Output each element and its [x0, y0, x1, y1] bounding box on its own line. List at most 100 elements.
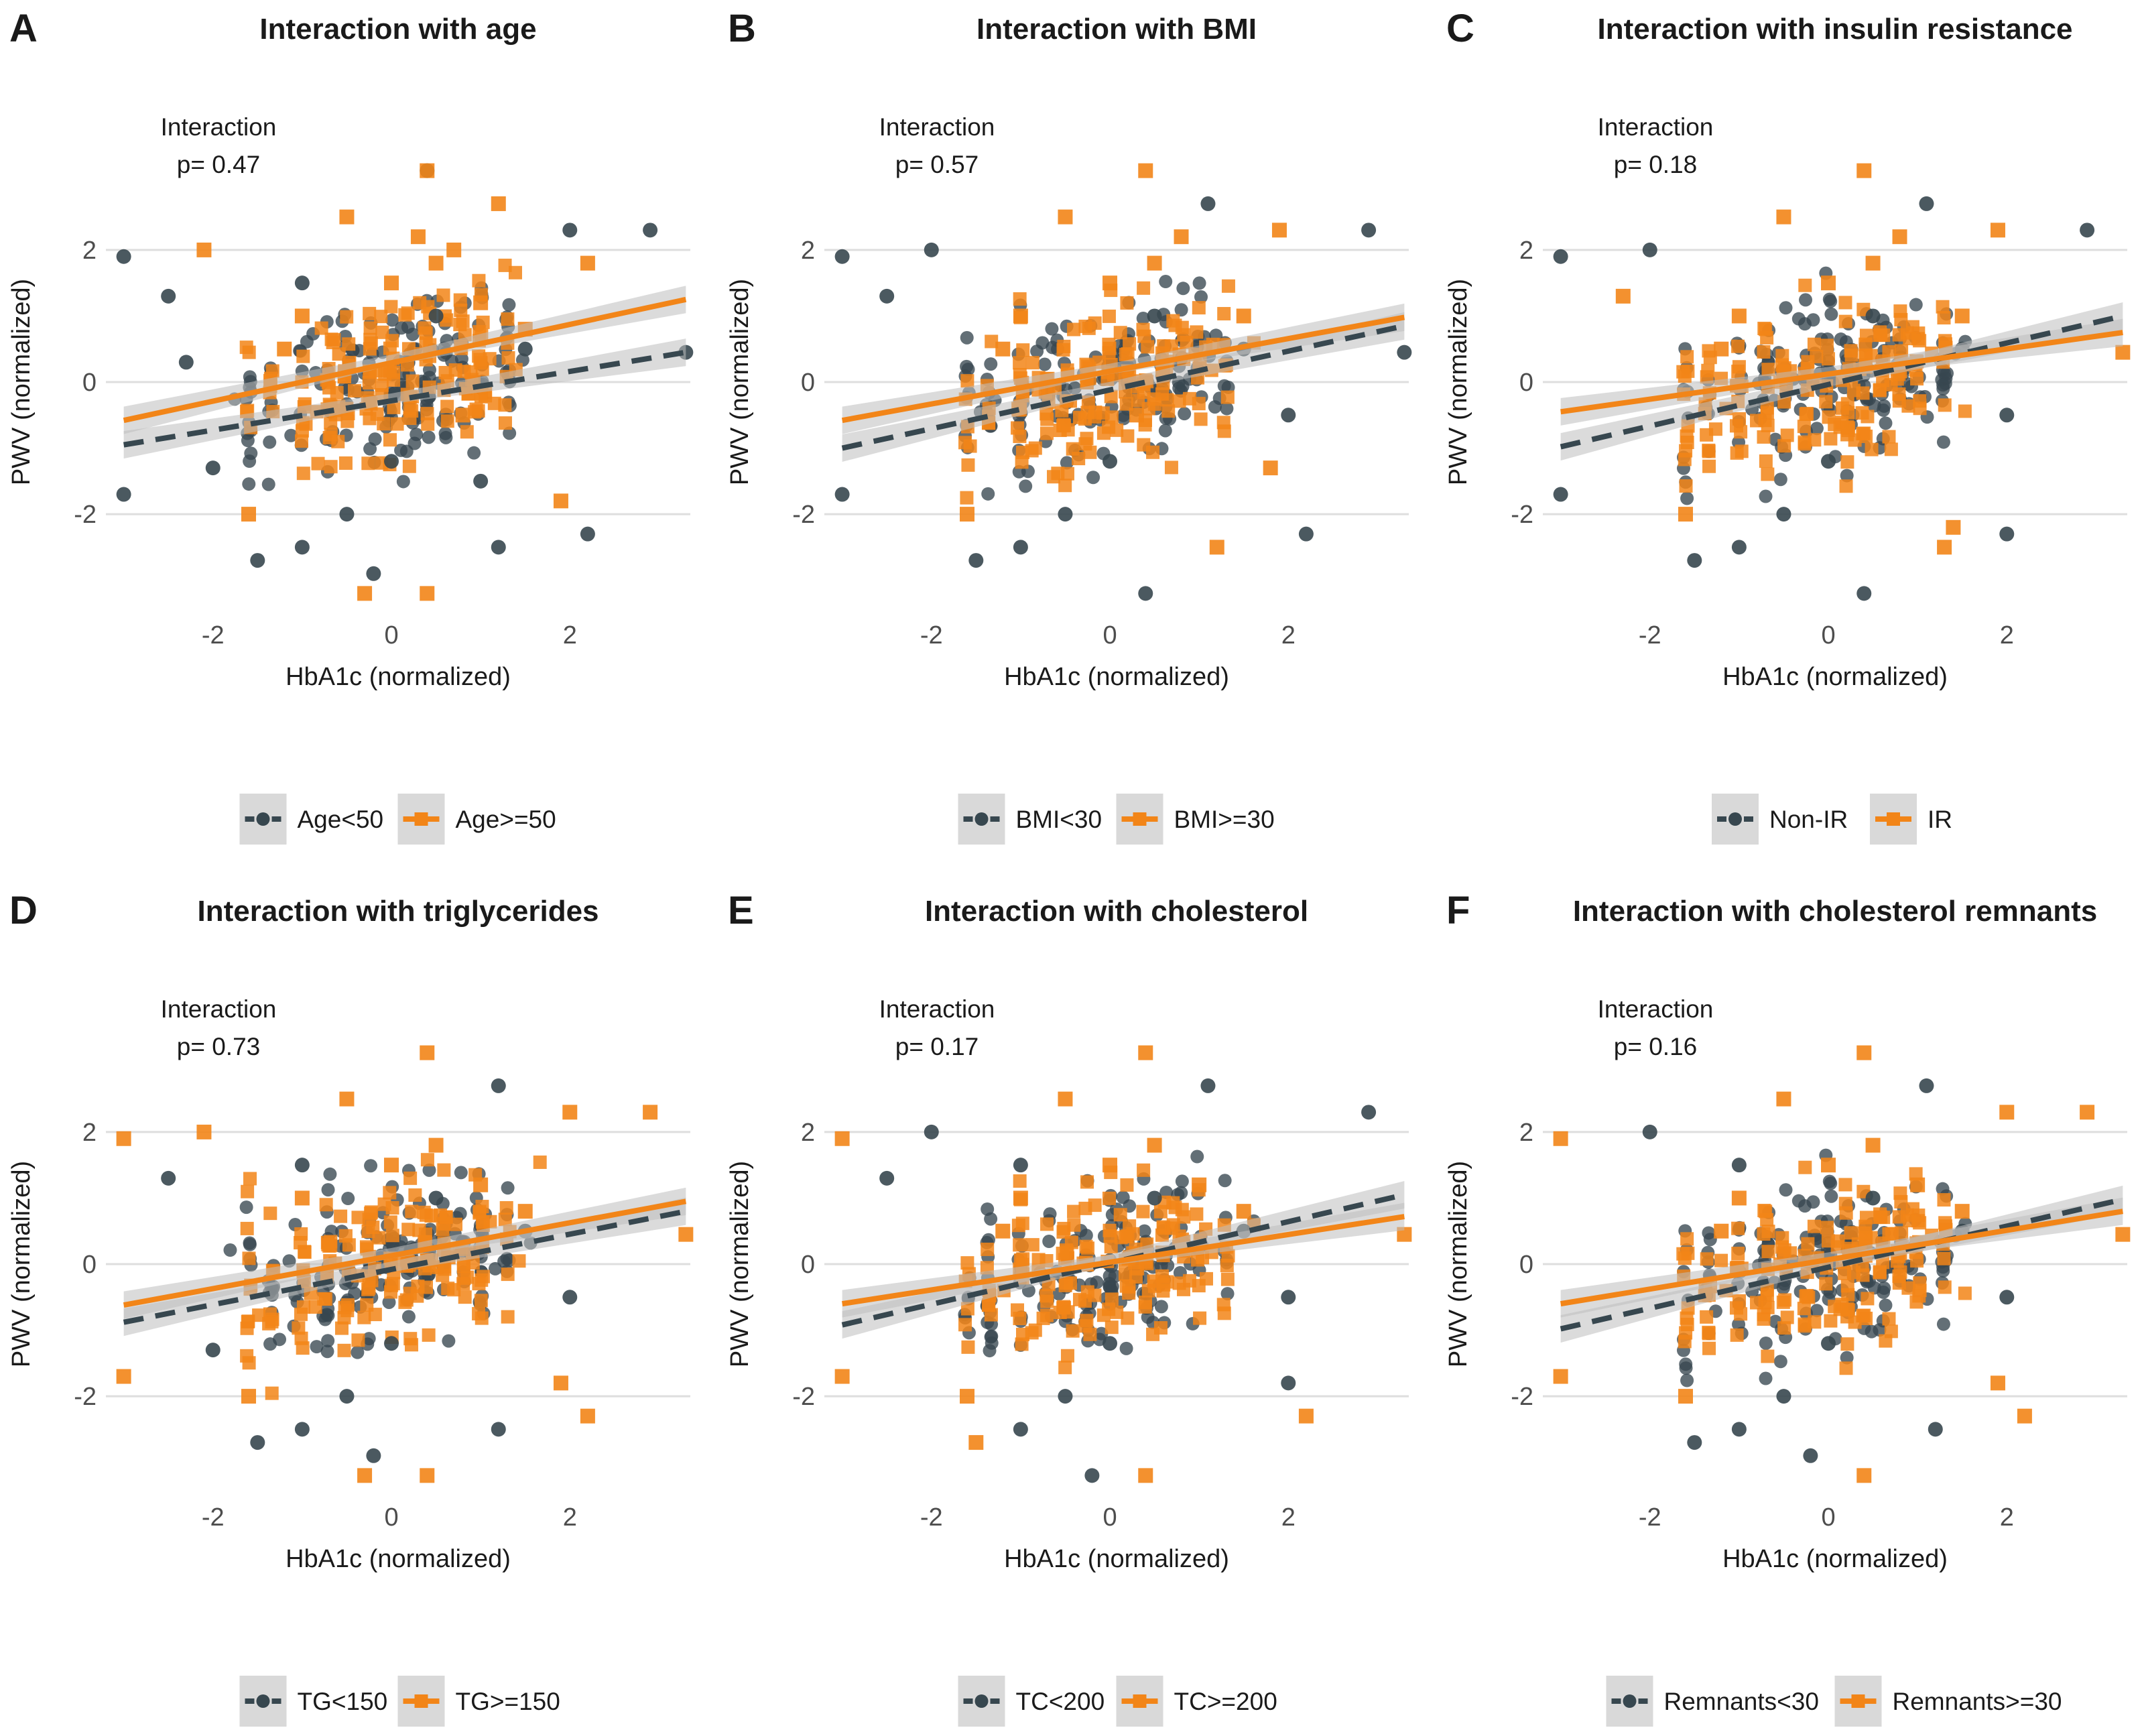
data-point	[1678, 507, 1694, 522]
data-point	[436, 288, 450, 302]
data-point	[1759, 1204, 1773, 1219]
y-tick-label: 0	[1519, 369, 1533, 397]
data-point	[1199, 1272, 1213, 1286]
data-point	[1958, 404, 1972, 418]
data-point	[1058, 479, 1072, 493]
data-point	[410, 229, 426, 245]
data-point	[1797, 1302, 1811, 1316]
data-point	[1865, 442, 1879, 456]
data-point	[1731, 1221, 1745, 1235]
data-point	[1104, 1240, 1118, 1254]
data-point	[319, 1198, 333, 1212]
data-point	[499, 1201, 513, 1215]
data-point	[1057, 419, 1071, 433]
data-point	[1910, 372, 1924, 386]
data-point	[1841, 406, 1855, 420]
data-point	[1281, 1290, 1296, 1305]
data-point	[1025, 356, 1040, 370]
data-point	[321, 1334, 335, 1348]
data-point	[401, 306, 415, 320]
data-point	[501, 351, 515, 365]
data-point	[1940, 367, 1954, 381]
y-tick-label: 0	[801, 1251, 815, 1279]
data-point	[1687, 1435, 1702, 1450]
data-point	[1080, 1175, 1094, 1189]
data-point	[1178, 407, 1192, 421]
data-point	[1123, 1219, 1137, 1233]
data-point	[330, 385, 344, 399]
data-point	[395, 321, 409, 335]
data-point	[1221, 279, 1235, 293]
x-tick-label: 0	[1102, 621, 1117, 649]
data-point	[1999, 408, 2015, 423]
data-point	[1856, 386, 1870, 400]
x-tick-label: 0	[1821, 1503, 1835, 1532]
data-point	[1958, 1286, 1972, 1300]
data-point	[1147, 1190, 1162, 1206]
data-point	[1159, 275, 1173, 289]
data-point	[1105, 1292, 1119, 1306]
data-point	[405, 1204, 419, 1219]
data-point	[473, 353, 487, 367]
data-point	[420, 1153, 434, 1167]
data-point	[1013, 1158, 1028, 1173]
data-point	[342, 337, 356, 351]
legend-marker	[414, 1694, 428, 1708]
data-point	[455, 408, 470, 423]
data-point	[1821, 275, 1836, 291]
legend-marker	[974, 812, 989, 826]
legend-marker	[256, 1694, 270, 1708]
y-axis-label: PWV (normalized)	[7, 1161, 36, 1367]
data-point	[1776, 1091, 1791, 1107]
data-point	[1936, 435, 1950, 449]
data-point	[1773, 1355, 1787, 1369]
data-point	[580, 1408, 595, 1424]
data-point	[1138, 1300, 1152, 1314]
data-point	[1281, 1375, 1296, 1391]
data-point	[1072, 410, 1086, 424]
data-point	[1138, 1045, 1153, 1060]
fit-line	[841, 314, 1405, 424]
y-tick-label: 0	[82, 1251, 97, 1279]
data-point	[454, 303, 468, 317]
data-point	[261, 477, 275, 491]
data-point	[1146, 445, 1160, 459]
data-point	[1037, 357, 1052, 371]
data-point	[1714, 341, 1729, 357]
data-point	[1879, 1298, 1893, 1312]
data-point	[405, 1338, 419, 1352]
data-point	[1056, 343, 1070, 357]
data-point	[421, 417, 435, 431]
data-point	[1141, 1310, 1155, 1324]
x-tick-label: -2	[202, 621, 225, 649]
data-point	[1803, 1448, 1818, 1463]
data-point	[196, 1124, 212, 1139]
y-tick-label: -2	[74, 1383, 97, 1411]
data-point	[1174, 229, 1189, 245]
data-point	[1824, 307, 1838, 321]
data-point	[401, 1310, 416, 1324]
legend-label: TG>=150	[456, 1688, 560, 1715]
y-tick-label: 2	[1519, 1119, 1533, 1147]
data-point	[1700, 428, 1714, 442]
data-point	[1122, 1286, 1136, 1300]
interaction-p-value: p= 0.73	[177, 1033, 260, 1060]
data-point	[1678, 369, 1692, 383]
data-point	[1760, 401, 1774, 415]
data-point	[161, 1170, 176, 1186]
data-point	[1820, 1221, 1834, 1235]
data-point	[1056, 1246, 1070, 1260]
legend-label: Age<50	[298, 806, 384, 833]
data-point	[1838, 314, 1852, 328]
data-point	[348, 1286, 362, 1300]
data-point	[1821, 1336, 1836, 1351]
data-point	[1909, 298, 1923, 312]
data-point	[924, 242, 939, 257]
data-point	[351, 1211, 365, 1225]
data-point	[1731, 1158, 1747, 1173]
data-point	[1102, 420, 1116, 434]
data-point	[1879, 1334, 1893, 1348]
data-point	[958, 436, 972, 450]
data-point	[1759, 1336, 1773, 1350]
x-tick-label: 0	[1821, 621, 1835, 649]
